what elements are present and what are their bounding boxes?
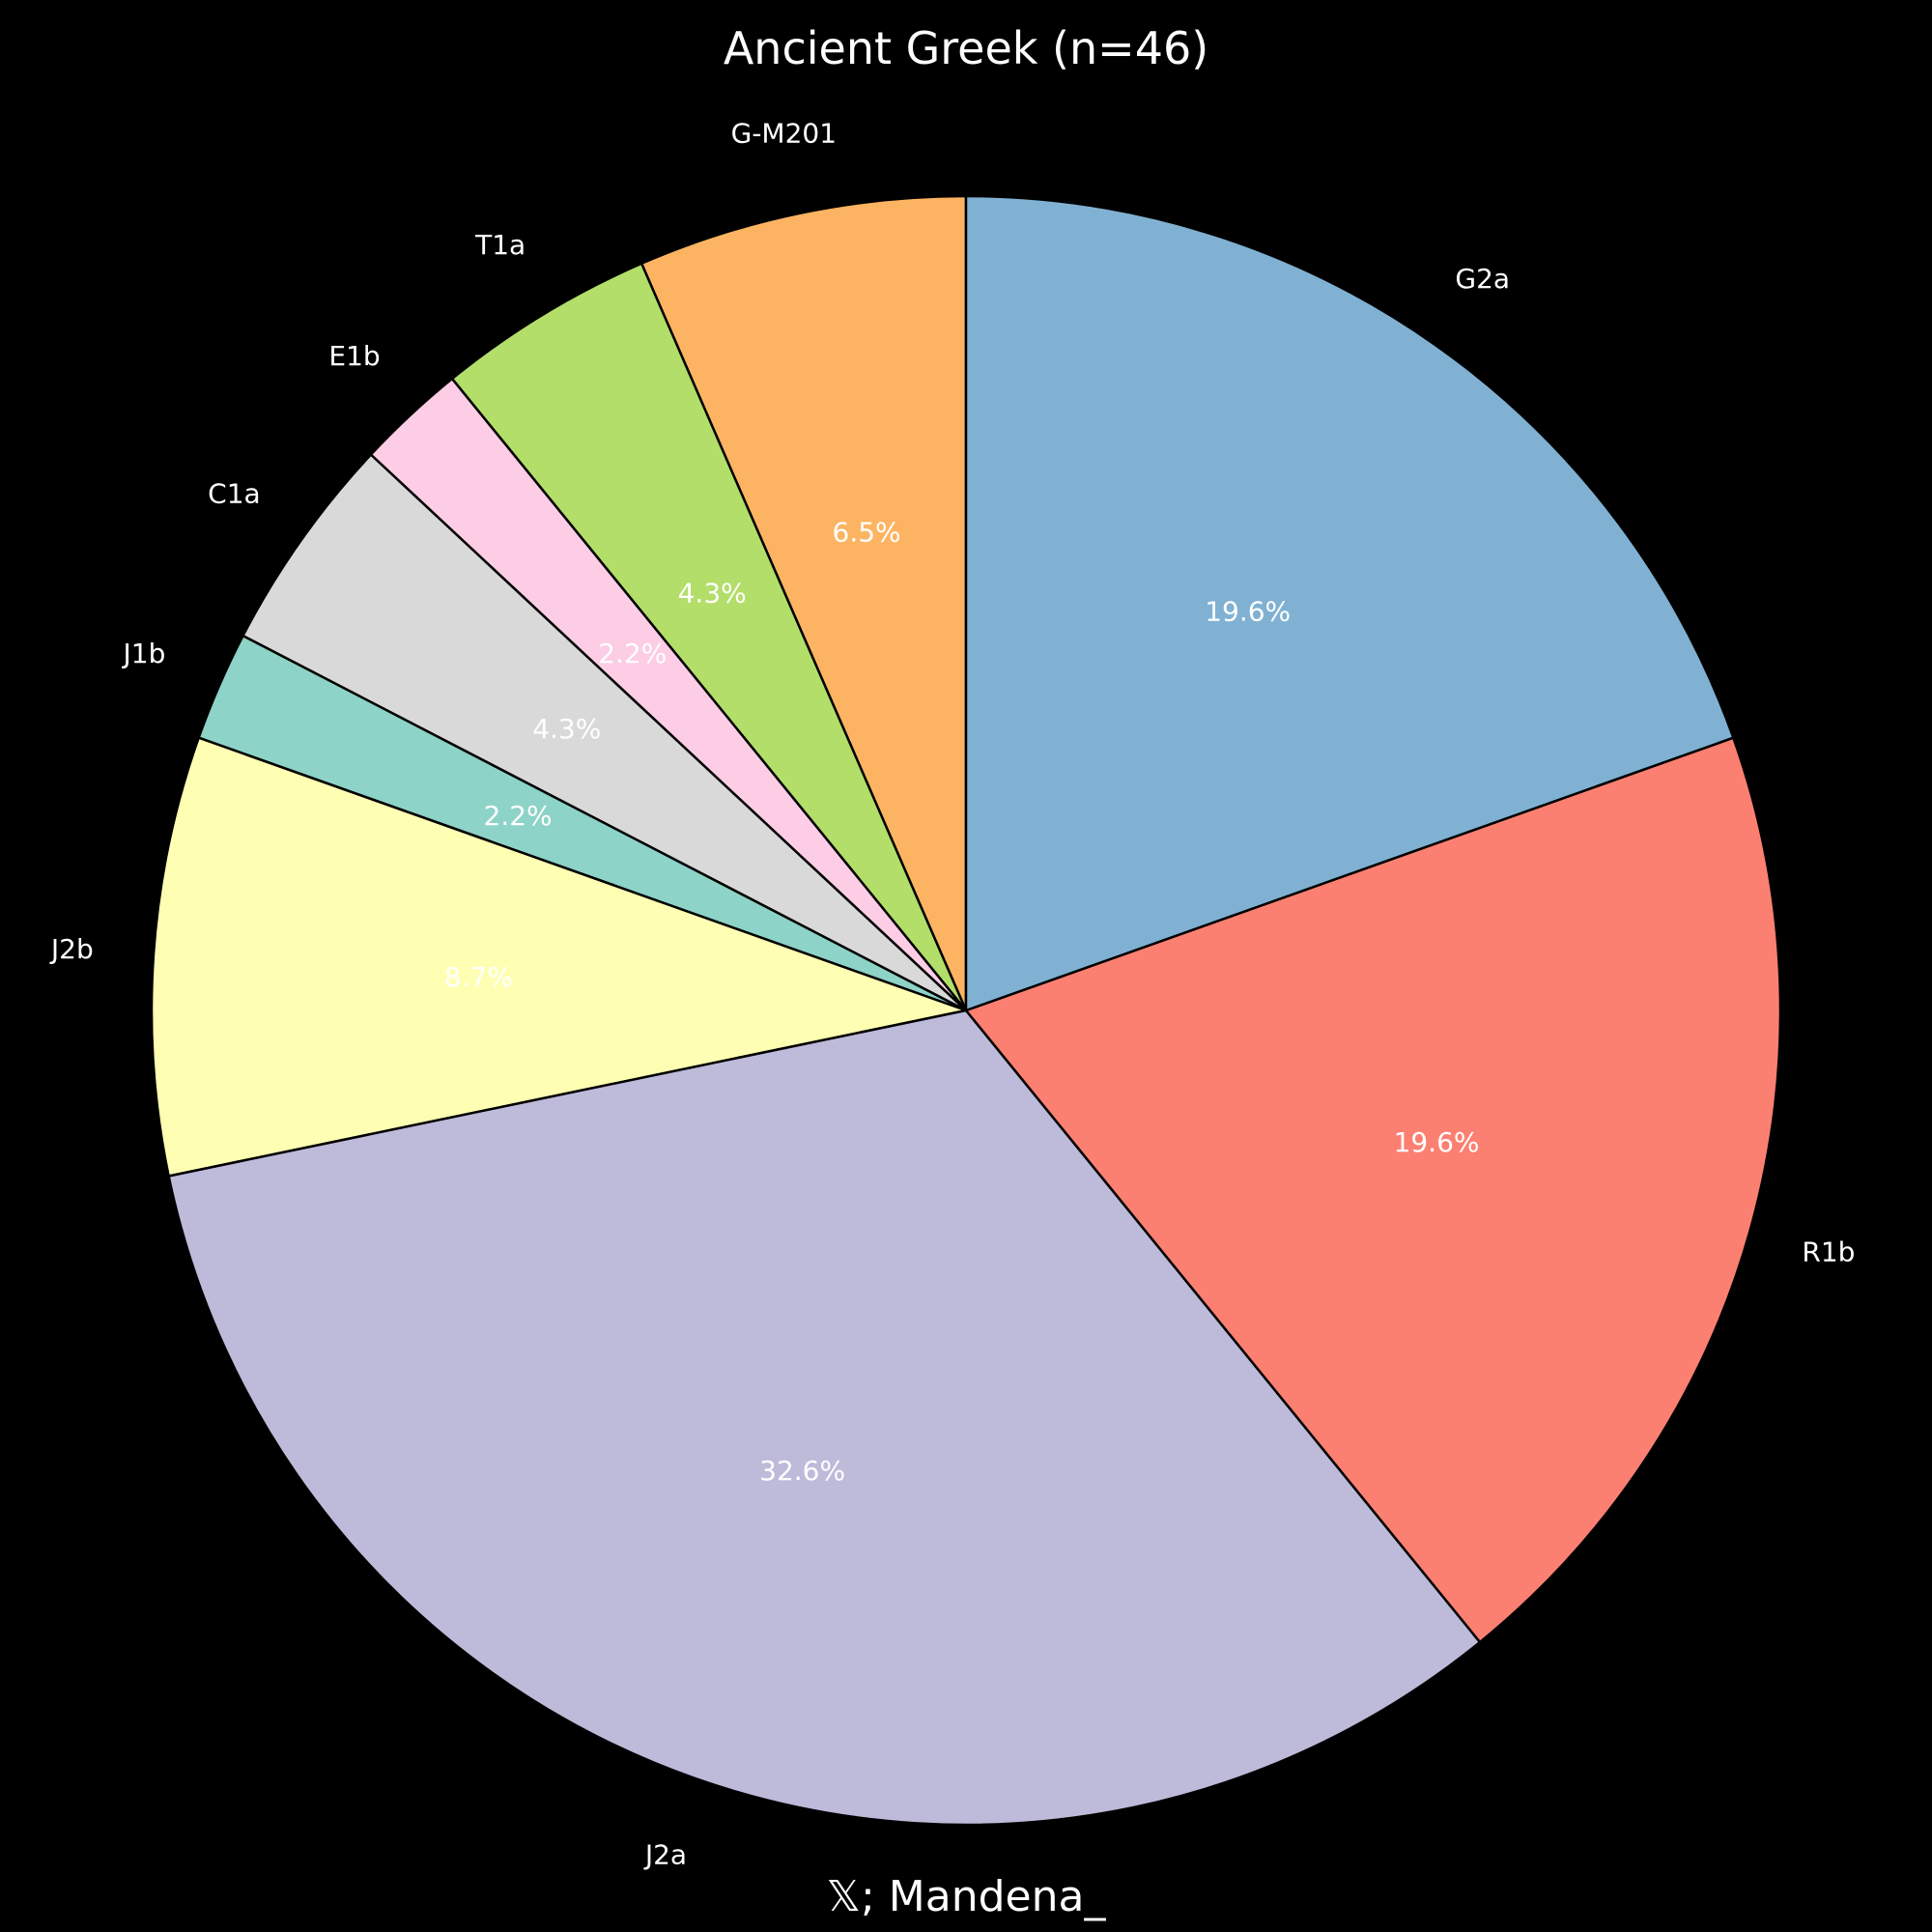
slice-label-j2a: J2a [643, 1838, 687, 1870]
slice-label-j1b: J1b [122, 638, 166, 669]
slice-label-e1b: E1b [328, 340, 380, 372]
pie-slice-g2a [964, 194, 1735, 1012]
pie-slice-r1b [964, 736, 1782, 1644]
slice-percent-j1b: 2.2% [484, 800, 553, 832]
pie-slice-c1a [242, 453, 968, 1012]
slice-percent-e1b: 2.2% [598, 638, 667, 669]
slice-percent-t1a: 4.3% [678, 577, 747, 609]
slice-percent-g-m201: 6.5% [833, 516, 901, 548]
slice-percent-g2a: 19.6% [1205, 595, 1291, 627]
chart-title: Ancient Greek (n=46) [724, 22, 1208, 74]
pie-slice-j2a [167, 1009, 1482, 1827]
slice-label-g-m201: G-M201 [731, 118, 837, 150]
slice-label-j2b: J2b [49, 933, 94, 965]
slice-label-r1b: R1b [1802, 1236, 1855, 1268]
pie-slice-t1a [450, 262, 968, 1012]
slice-label-g2a: G2a [1455, 263, 1510, 295]
pie-slice-g-m201 [639, 194, 968, 1012]
credit-text: 𝕏; Mandena_ [827, 1872, 1107, 1921]
pie-slices [150, 194, 1782, 1827]
slice-label-c1a: C1a [208, 478, 261, 510]
slice-label-t1a: T1a [474, 229, 526, 261]
slice-percent-j2b: 8.7% [444, 961, 513, 993]
pie-labels: G-M201 6.5% T1a 4.3% E1b 2.2% C1a 4.3% J1b 2.2% J2… [49, 118, 1856, 1871]
slice-percent-j2a: 32.6% [759, 1455, 845, 1487]
slice-percent-c1a: 4.3% [532, 713, 601, 745]
slice-percent-r1b: 19.6% [1394, 1126, 1480, 1158]
pie-slice-j2b [150, 736, 968, 1178]
